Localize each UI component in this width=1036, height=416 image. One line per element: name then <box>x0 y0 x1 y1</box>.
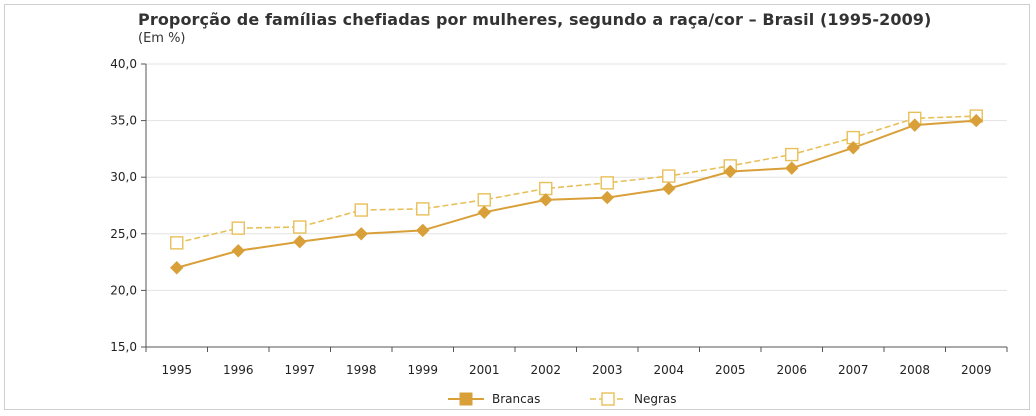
data-point-negras <box>662 169 676 183</box>
legend: Brancas Negras <box>448 392 677 406</box>
legend-marker-negras <box>601 392 615 406</box>
x-tick-label: 2008 <box>899 363 930 377</box>
data-point-brancas <box>723 164 737 179</box>
data-point-brancas <box>293 235 307 249</box>
data-point-negras <box>293 220 307 234</box>
x-tick-label: 2009 <box>961 363 992 377</box>
axes: 15,0 20,0 25,0 30,0 35,0 40,0 1995 1996 1997 1998… <box>110 57 1008 377</box>
data-point-brancas <box>416 223 430 238</box>
data-point-brancas <box>785 161 799 175</box>
data-point-negras <box>231 221 245 235</box>
legend-label-negras: Negras <box>634 392 677 406</box>
y-tick-label: 40,0 <box>110 57 137 71</box>
chart-title: Proporção de famílias chefiadas por mulh… <box>138 10 932 29</box>
y-tick-label: 35,0 <box>110 114 137 128</box>
chart-subtitle: (Em %) <box>138 31 186 46</box>
data-point-brancas <box>600 190 614 205</box>
series-line-negras <box>176 115 977 244</box>
data-point-brancas <box>908 118 922 132</box>
x-tick-label: 2006 <box>776 363 807 377</box>
legend-label-brancas: Brancas <box>492 392 540 406</box>
data-point-negras <box>477 193 491 207</box>
data-point-brancas <box>662 181 676 196</box>
x-tick-label: 2005 <box>715 363 746 377</box>
x-tick-label: 1996 <box>223 363 254 377</box>
y-tick-label: 15,0 <box>110 340 137 354</box>
x-tick-label: 1997 <box>284 363 315 377</box>
data-point-negras <box>539 181 553 196</box>
series-line-brancas <box>176 119 977 269</box>
x-tick-label: 1999 <box>407 363 438 377</box>
data-point-negras <box>354 203 368 217</box>
data-point-negras <box>170 236 184 250</box>
data-point-brancas <box>231 244 245 258</box>
x-tick-label: 2001 <box>469 363 500 377</box>
x-tick-label: 2007 <box>838 363 869 377</box>
data-point-negras <box>416 202 430 216</box>
data-point-brancas <box>354 227 368 241</box>
data-point-brancas <box>969 113 983 128</box>
data-point-negras <box>600 176 614 190</box>
y-tick-label: 30,0 <box>110 170 137 184</box>
x-tick-label: 2003 <box>592 363 623 377</box>
chart-frame <box>4 4 1030 410</box>
data-point-negras <box>785 147 799 162</box>
x-tick-label: 1998 <box>346 363 377 377</box>
x-tick-label: 2004 <box>653 363 684 377</box>
grid-lines <box>146 63 1007 291</box>
data-point-brancas <box>477 205 491 219</box>
x-tick-label: 1995 <box>161 363 192 377</box>
legend-marker-brancas <box>459 392 473 406</box>
data-point-brancas <box>846 141 860 155</box>
y-tick-label: 20,0 <box>110 283 137 297</box>
x-tick-label: 2002 <box>530 363 561 377</box>
y-tick-label: 25,0 <box>110 227 137 241</box>
data-point-brancas <box>170 261 184 275</box>
data-point-brancas <box>539 193 553 207</box>
series-lines <box>170 109 983 275</box>
